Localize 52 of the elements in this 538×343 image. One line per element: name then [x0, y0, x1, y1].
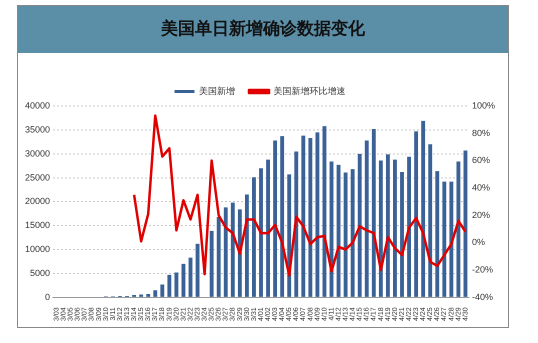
bar: [386, 154, 390, 297]
bar: [407, 156, 411, 297]
bar: [280, 136, 284, 297]
y2-tick-label: -40%: [472, 292, 493, 302]
y-tick-label: 30000: [24, 148, 50, 158]
bar: [336, 164, 340, 297]
bar: [400, 172, 404, 297]
bar: [456, 162, 460, 297]
chart-title: 美国单日新增确诊数据变化: [18, 6, 508, 53]
bar: [378, 160, 383, 297]
y2-tick-label: 20%: [472, 210, 490, 220]
bar: [153, 290, 158, 297]
y2-tick-label: -20%: [472, 264, 493, 275]
y2-tick-label: 100%: [472, 100, 496, 110]
bar: [315, 132, 320, 297]
bar: [210, 230, 214, 297]
bar: [160, 284, 164, 297]
y-tick-label: 40000: [24, 100, 50, 110]
y2-tick-label: 40%: [472, 182, 490, 193]
bar: [167, 274, 172, 297]
bar: [308, 138, 312, 297]
y-tick-label: 0: [45, 292, 50, 302]
y-tick-label: 5000: [30, 268, 50, 278]
bar: [464, 150, 468, 297]
bar: [182, 264, 186, 297]
bar: [244, 194, 249, 297]
bar: [414, 131, 418, 297]
y-tick-label: 10000: [24, 244, 50, 254]
bar: [174, 272, 178, 297]
y-tick-label: 35000: [24, 124, 50, 134]
bar: [421, 120, 426, 297]
bar: [196, 244, 200, 297]
bar: [350, 169, 355, 297]
bar: [259, 168, 263, 297]
y-tick-label: 15000: [24, 220, 50, 230]
bar: [393, 160, 397, 297]
bar: [330, 162, 334, 297]
bar: [449, 182, 454, 297]
y-tick-label: 25000: [24, 172, 50, 182]
bar: [273, 140, 278, 297]
legend-label: 美国新增: [199, 86, 235, 97]
bar: [146, 294, 150, 297]
bar: [266, 160, 270, 297]
bar: [322, 126, 326, 297]
bar: [344, 172, 348, 297]
bar: [252, 177, 256, 297]
y2-tick-label: 0%: [472, 237, 485, 248]
legend-label: 美国新增环比增速: [274, 86, 346, 97]
y2-tick-label: 60%: [472, 155, 490, 166]
y-tick-label: 20000: [24, 196, 50, 206]
y2-tick-label: 80%: [472, 128, 490, 138]
bar: [188, 258, 192, 297]
